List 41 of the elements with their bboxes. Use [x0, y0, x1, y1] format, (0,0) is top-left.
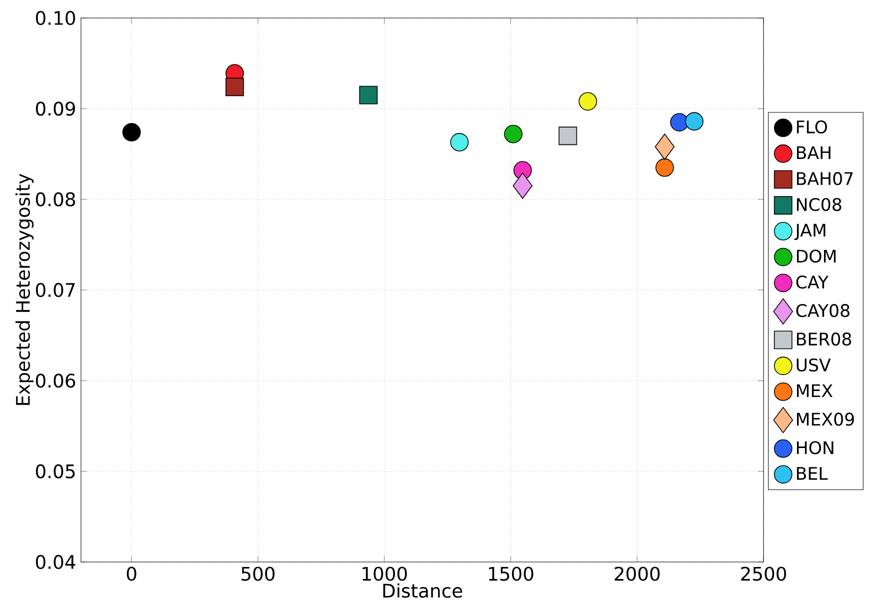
point	[512, 172, 533, 199]
legend-label: CAY08	[796, 304, 850, 318]
point	[670, 113, 689, 132]
point	[578, 92, 598, 111]
y-tick-label: 0.07	[36, 282, 75, 298]
y-tick-label: 0.05	[36, 464, 75, 478]
point	[122, 123, 141, 142]
y-tick-label: 0.10	[36, 10, 76, 26]
x-tick-label: 1000	[362, 566, 407, 581]
legend-label: MEX	[797, 384, 833, 398]
y-tick-label: 0.09	[36, 102, 75, 116]
point	[558, 126, 578, 146]
legend-label: MEX09	[797, 412, 854, 426]
y-axis-title: Expected Heterozygosity	[16, 174, 34, 405]
legend-label: USV	[796, 358, 831, 372]
legend-label: DOM	[797, 250, 836, 263]
y-tick-label: 0.06	[36, 374, 76, 388]
legend-label: NC08	[797, 198, 842, 212]
x-axis-title: Distance	[383, 583, 462, 598]
x-tick-label: 1500	[489, 566, 534, 581]
point	[450, 133, 469, 152]
point	[655, 158, 674, 177]
y-tick-label: 0.04	[36, 554, 76, 570]
point	[226, 78, 244, 96]
legend-label: BAH	[797, 146, 830, 159]
x-tick-label: 2500	[741, 566, 786, 581]
legend-label: CAY	[796, 276, 829, 289]
x-tick-label: 0	[126, 566, 136, 581]
x-tick-label: 2000	[614, 566, 660, 581]
legend-label: FLO	[797, 120, 827, 134]
x-tick-label: 500	[242, 566, 275, 581]
legend-label: HON	[797, 441, 834, 454]
point	[504, 124, 522, 144]
point	[654, 134, 675, 160]
legend-label: JAM	[794, 224, 826, 240]
point	[685, 112, 704, 131]
y-tick-label: 0.08	[36, 192, 76, 206]
legend-label: BEL	[797, 467, 828, 480]
point	[359, 86, 378, 104]
legend-label: BAH07	[797, 172, 853, 186]
legend-label: BER08	[797, 332, 852, 346]
